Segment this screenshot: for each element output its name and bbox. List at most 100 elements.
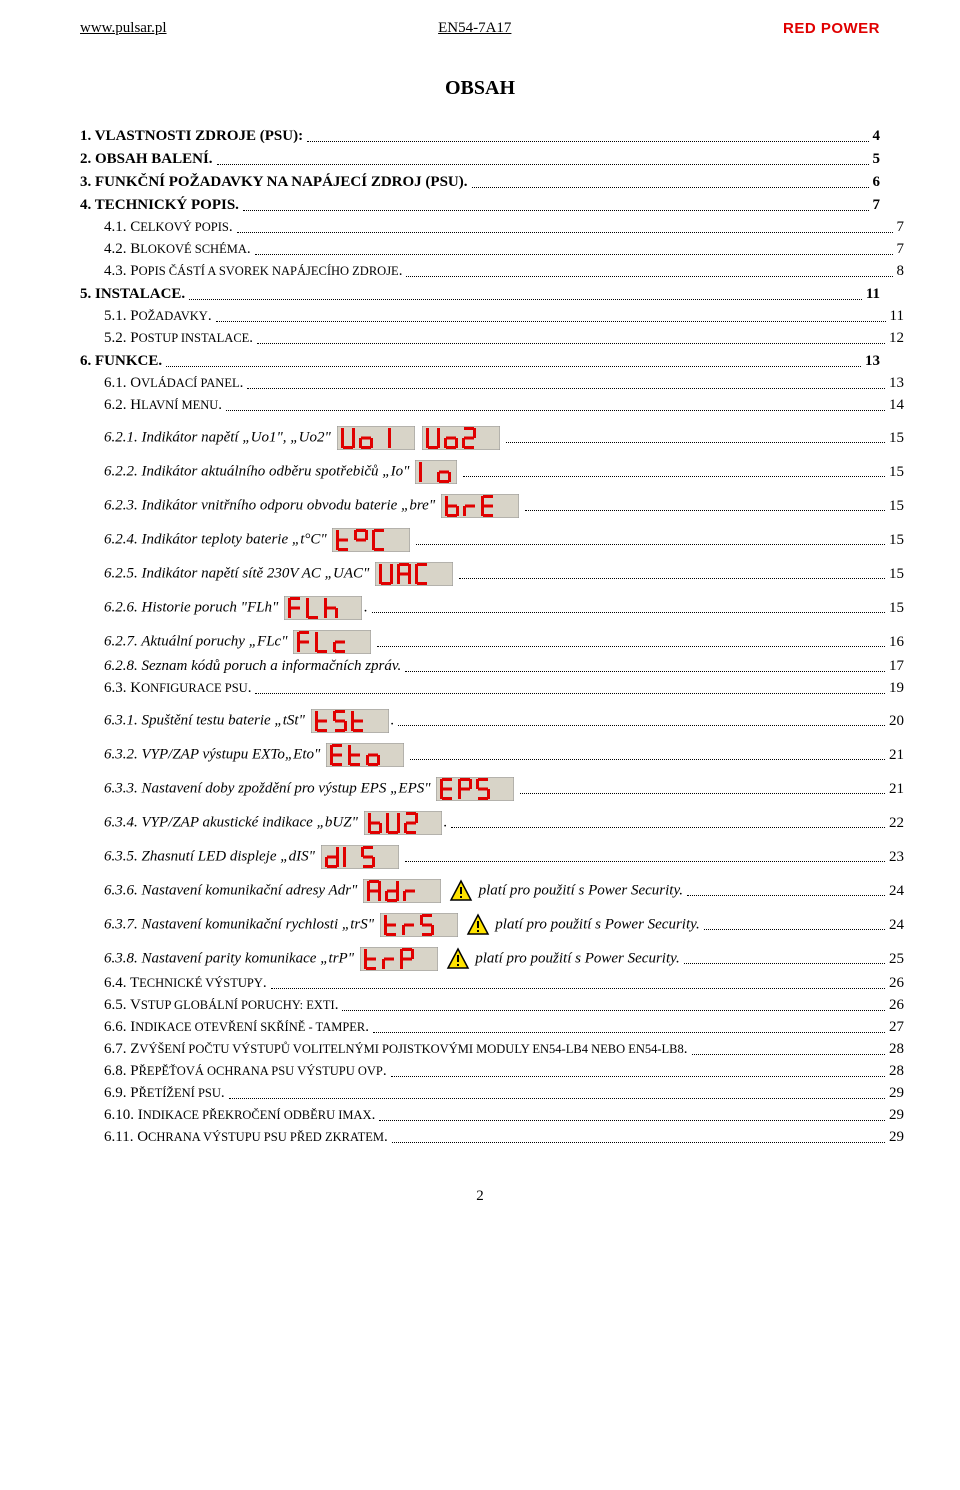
toc-page-number: 19 bbox=[889, 678, 904, 699]
toc-leader-dots bbox=[406, 262, 892, 277]
toc-entry-label: 6.1. OVLÁDACÍ PANEL. bbox=[104, 373, 243, 394]
toc-entry[interactable]: 5.2. POSTUP INSTALACE. 12 bbox=[80, 328, 904, 349]
toc-entry-label: 6.3.3. Nastavení doby zpoždění pro výstu… bbox=[104, 777, 516, 801]
toc-entry[interactable]: 2. OBSAH BALENÍ.5 bbox=[80, 149, 880, 170]
toc-entry-label: 5.2. POSTUP INSTALACE. bbox=[104, 328, 253, 349]
toc-entry-label: 6.7. ZVÝŠENÍ POČTU VÝSTUPŮ VOLITELNÝMI P… bbox=[104, 1039, 688, 1060]
toc-leader-dots bbox=[247, 374, 885, 389]
toc-entry[interactable]: 6.11. OCHRANA VÝSTUPU PSU PŘED ZKRATEM. … bbox=[80, 1127, 904, 1148]
toc-page-number: 15 bbox=[889, 428, 904, 449]
toc-page-number: 7 bbox=[897, 239, 905, 260]
toc-entry[interactable]: 6.2.1. Indikátor napětí „Uo1", „Uo2" 15 bbox=[80, 426, 904, 450]
toc-entry[interactable]: 4. TECHNICKÝ POPIS.7 bbox=[80, 195, 880, 216]
toc-leader-dots bbox=[405, 657, 885, 672]
toc-leader-dots bbox=[257, 329, 885, 344]
toc-entry[interactable]: 6.3.3. Nastavení doby zpoždění pro výstu… bbox=[80, 777, 904, 801]
toc-entry[interactable]: 6.2.5. Indikátor napětí sítě 230V AC „UA… bbox=[80, 562, 904, 586]
toc-entry[interactable]: 6.6. INDIKACE OTEVŘENÍ SKŘÍNĚ - TAMPER. … bbox=[80, 1017, 904, 1038]
toc-entry-label: 6.6. INDIKACE OTEVŘENÍ SKŘÍNĚ - TAMPER. bbox=[104, 1017, 369, 1038]
toc-entry-label: 1. VLASTNOSTI ZDROJE (PSU): bbox=[80, 126, 303, 147]
toc-entry-label: 6.3.8. Nastavení parity komunikace „trP"… bbox=[104, 947, 680, 971]
toc-entry-label: 6.3.5. Zhasnutí LED displeje „dIS" bbox=[104, 845, 401, 869]
toc-entry-label: 4.2. BLOKOVÉ SCHÉMA. bbox=[104, 239, 251, 260]
toc-entry-label: 6.10. INDIKACE PŘEKROČENÍ ODBĚRU IMAX. bbox=[104, 1105, 375, 1126]
toc-page-number: 13 bbox=[889, 373, 904, 394]
toc-page-number: 24 bbox=[889, 915, 904, 936]
toc-page-number: 7 bbox=[897, 217, 905, 238]
toc-entry[interactable]: 6.2.3. Indikátor vnitřního odporu obvodu… bbox=[80, 494, 904, 518]
toc-leader-dots bbox=[451, 814, 885, 829]
toc-entry[interactable]: 6. FUNKCE.13 bbox=[80, 351, 880, 372]
toc-entry-label: 6.3.2. VYP/ZAP výstupu EXTo„Eto" bbox=[104, 743, 406, 767]
page-header: www.pulsar.pl EN54-7A17 RED POWER bbox=[80, 20, 880, 37]
toc-entry[interactable]: 6.2.4. Indikátor teploty baterie „t°C" 1… bbox=[80, 528, 904, 552]
header-model: EN54-7A17 bbox=[438, 20, 511, 37]
header-website-link[interactable]: www.pulsar.pl bbox=[80, 20, 167, 37]
toc-leader-dots bbox=[398, 712, 885, 727]
toc-entry[interactable]: 6.2.8. Seznam kódů poruch a informačních… bbox=[80, 656, 904, 677]
toc-entry-label: 6.11. OCHRANA VÝSTUPU PSU PŘED ZKRATEM. bbox=[104, 1127, 388, 1148]
toc-page-number: 8 bbox=[897, 261, 905, 282]
toc-entry[interactable]: 6.5. VSTUP GLOBÁLNÍ PORUCHY: EXTI.26 bbox=[80, 995, 904, 1016]
toc-entry-label: 5.1. POŽADAVKY. bbox=[104, 306, 212, 327]
toc-entry[interactable]: 3. FUNKČNÍ POŽADAVKY NA NAPÁJECÍ ZDROJ (… bbox=[80, 172, 880, 193]
toc-entry[interactable]: 6.4. TECHNICKÉ VÝSTUPY.26 bbox=[80, 973, 904, 994]
toc-leader-dots bbox=[391, 1062, 885, 1077]
toc-leader-dots bbox=[216, 307, 886, 322]
toc-leader-dots bbox=[692, 1040, 885, 1055]
toc-entry-label: 6.2.7. Aktuální poruchy „FLc" bbox=[104, 630, 373, 654]
toc-entry[interactable]: 6.3.6. Nastavení komunikační adresy Adr"… bbox=[80, 879, 904, 903]
toc-entry[interactable]: 6.2.6. Historie poruch "FLh" .15 bbox=[80, 596, 904, 620]
toc-entry[interactable]: 6.7. ZVÝŠENÍ POČTU VÝSTUPŮ VOLITELNÝMI P… bbox=[80, 1039, 904, 1060]
toc-entry-label: 3. FUNKČNÍ POŽADAVKY NA NAPÁJECÍ ZDROJ (… bbox=[80, 172, 468, 193]
toc-leader-dots bbox=[229, 1084, 885, 1099]
toc-entry[interactable]: 6.8. PŘEPĚŤOVÁ OCHRANA PSU VÝSTUPU OVP. … bbox=[80, 1061, 904, 1082]
toc-leader-dots bbox=[405, 848, 885, 863]
toc-entry[interactable]: 6.2. HLAVNÍ MENU. 14 bbox=[80, 395, 904, 416]
toc-entry[interactable]: 4.1. CELKOVÝ POPIS.7 bbox=[80, 217, 904, 238]
toc-leader-dots bbox=[525, 497, 885, 512]
toc-entry[interactable]: 6.3.1. Spuštění testu baterie „tSt" .20 bbox=[80, 709, 904, 733]
toc-page-number: 16 bbox=[889, 632, 904, 653]
toc-entry[interactable]: 4.3. POPIS ČÁSTÍ A SVOREK NAPÁJECÍHO ZDR… bbox=[80, 261, 904, 282]
toc-entry[interactable]: 6.3.7. Nastavení komunikační rychlosti „… bbox=[80, 913, 904, 937]
toc-entry[interactable]: 6.3.4. VYP/ZAP akustické indikace „bUZ" … bbox=[80, 811, 904, 835]
toc-leader-dots bbox=[392, 1128, 885, 1143]
table-of-contents: 1. VLASTNOSTI ZDROJE (PSU):42. OBSAH BAL… bbox=[80, 126, 880, 1148]
toc-entry[interactable]: 4.2. BLOKOVÉ SCHÉMA. 7 bbox=[80, 239, 904, 260]
toc-page-number: 21 bbox=[889, 779, 904, 800]
toc-entry-label: 6.2.5. Indikátor napětí sítě 230V AC „UA… bbox=[104, 562, 455, 586]
toc-leader-dots bbox=[342, 996, 885, 1011]
toc-entry-label: 5. INSTALACE. bbox=[80, 284, 185, 305]
toc-entry[interactable]: 1. VLASTNOSTI ZDROJE (PSU):4 bbox=[80, 126, 880, 147]
toc-entry[interactable]: 6.3. KONFIGURACE PSU.19 bbox=[80, 678, 904, 699]
toc-leader-dots bbox=[416, 531, 885, 546]
toc-entry-label: 6.3.4. VYP/ZAP akustické indikace „bUZ" … bbox=[104, 811, 447, 835]
toc-entry[interactable]: 6.3.8. Nastavení parity komunikace „trP"… bbox=[80, 947, 904, 971]
toc-page-number: 29 bbox=[889, 1127, 904, 1148]
toc-page-number: 12 bbox=[889, 328, 904, 349]
toc-entry[interactable]: 5.1. POŽADAVKY.11 bbox=[80, 306, 904, 327]
toc-leader-dots bbox=[520, 780, 885, 795]
toc-entry[interactable]: 6.3.2. VYP/ZAP výstupu EXTo„Eto" 21 bbox=[80, 743, 904, 767]
toc-page-number: 24 bbox=[889, 881, 904, 902]
toc-entry[interactable]: 5. INSTALACE.11 bbox=[80, 284, 880, 305]
toc-entry-label: 6.2. HLAVNÍ MENU. bbox=[104, 395, 222, 416]
toc-leader-dots bbox=[373, 1018, 885, 1033]
page-container: www.pulsar.pl EN54-7A17 RED POWER OBSAH … bbox=[0, 0, 960, 1245]
toc-page-number: 20 bbox=[889, 711, 904, 732]
toc-entry[interactable]: 6.9. PŘETÍŽENÍ PSU. 29 bbox=[80, 1083, 904, 1104]
toc-entry[interactable]: 6.2.7. Aktuální poruchy „FLc" 16 bbox=[80, 630, 904, 654]
toc-leader-dots bbox=[166, 352, 861, 367]
toc-entry-label: 6.2.1. Indikátor napětí „Uo1", „Uo2" bbox=[104, 426, 502, 450]
toc-entry[interactable]: 6.2.2. Indikátor aktuálního odběru spotř… bbox=[80, 460, 904, 484]
toc-entry-label: 6.3.6. Nastavení komunikační adresy Adr"… bbox=[104, 879, 683, 903]
toc-page-number: 28 bbox=[889, 1039, 904, 1060]
toc-entry[interactable]: 6.1. OVLÁDACÍ PANEL. 13 bbox=[80, 373, 904, 394]
toc-page-number: 21 bbox=[889, 745, 904, 766]
toc-page-number: 15 bbox=[889, 530, 904, 551]
toc-entry[interactable]: 6.10. INDIKACE PŘEKROČENÍ ODBĚRU IMAX. 2… bbox=[80, 1105, 904, 1126]
toc-entry[interactable]: 6.3.5. Zhasnutí LED displeje „dIS" 23 bbox=[80, 845, 904, 869]
toc-entry-label: 6.2.3. Indikátor vnitřního odporu obvodu… bbox=[104, 494, 521, 518]
toc-leader-dots bbox=[379, 1106, 885, 1121]
